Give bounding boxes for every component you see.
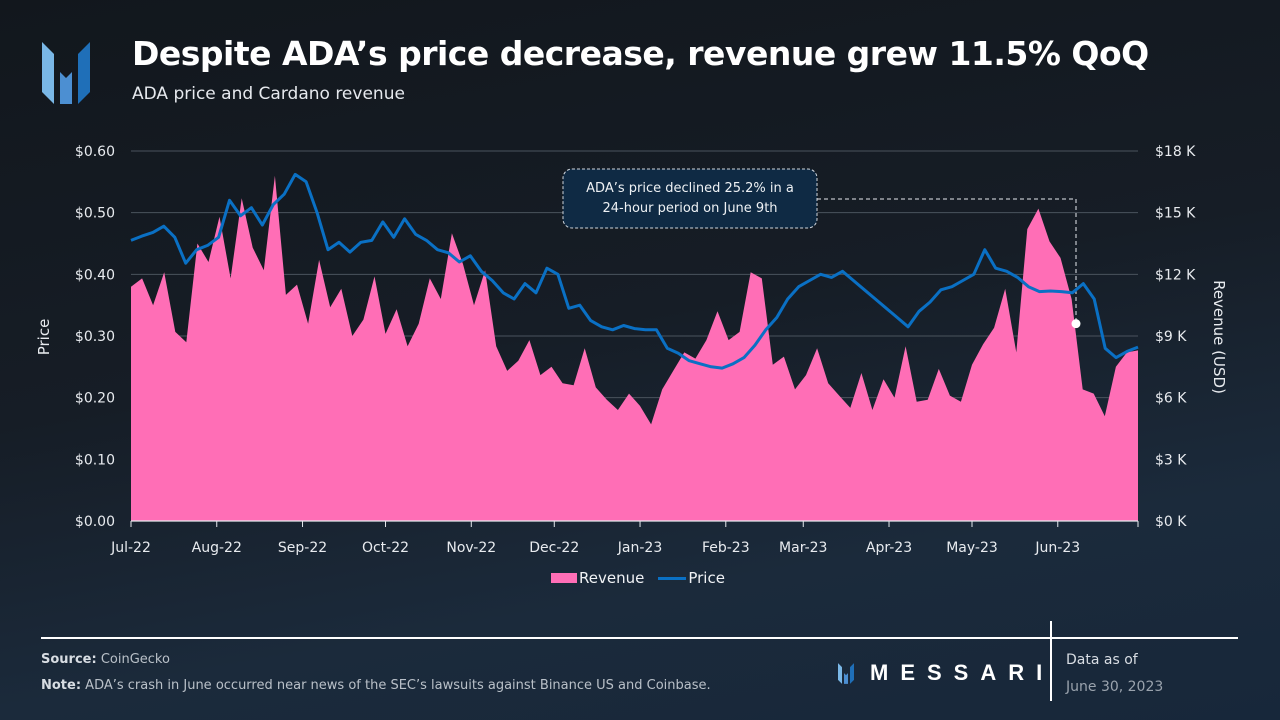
source-label: Source: — [41, 652, 97, 667]
page-title: Despite ADA’s price decrease, revenue gr… — [132, 34, 1149, 73]
x-tick-label: Jun-23 — [1034, 540, 1080, 556]
x-tick-label: Feb-23 — [702, 540, 750, 556]
x-tick-label: Jul-22 — [110, 540, 151, 556]
legend-revenue-swatch — [551, 573, 577, 583]
data-as-of-label: Data as of — [1066, 652, 1138, 668]
source-note: Source: CoinGecko — [41, 652, 170, 667]
y-tick-label-right: $15 K — [1155, 206, 1196, 222]
page-subtitle: ADA price and Cardano revenue — [132, 84, 405, 104]
y-tick-label-left: $0.50 — [75, 206, 115, 222]
x-tick-label: Sep-22 — [278, 540, 327, 556]
y-tick-label-left: $0.40 — [75, 267, 115, 283]
footer-vertical-divider — [1050, 621, 1052, 701]
y-tick-label-left: $0.00 — [75, 514, 115, 530]
y-tick-label-right: $9 K — [1155, 329, 1187, 345]
messari-wordmark: MESSARI — [870, 660, 1055, 685]
y-axis-right-label: Revenue (USD) — [1210, 280, 1228, 394]
source-value: CoinGecko — [96, 652, 170, 667]
annotation-line-2: 24-hour period on June 9th — [602, 201, 777, 216]
annotation-box — [562, 168, 818, 229]
annotation-line-1: ADA’s price declined 25.2% in a — [586, 181, 794, 196]
legend: Revenue Price — [551, 569, 725, 587]
messari-logo-icon — [42, 42, 90, 104]
y-axis-left-ticks: $0.00 $0.10 $0.20 $0.30 $0.40 $0.50 $0.60 — [75, 144, 115, 530]
messari-small-logo-icon — [838, 662, 854, 684]
data-as-of-date: June 30, 2023 — [1066, 679, 1164, 695]
note-label: Note: — [41, 678, 82, 693]
x-tick-label: Oct-22 — [362, 540, 409, 556]
legend-revenue-label: Revenue — [579, 569, 645, 587]
annotation: ADA’s price declined 25.2% in a 24-hour … — [562, 168, 1077, 320]
note-value: ADA’s crash in June occurred near news o… — [81, 678, 711, 693]
x-tick-label: Dec-22 — [529, 540, 579, 556]
footer-divider — [41, 637, 1238, 639]
annotation-leader-line — [817, 198, 1077, 320]
annotation-marker — [1071, 319, 1081, 329]
x-tick-label: May-23 — [946, 540, 998, 556]
x-tick-label: Apr-23 — [866, 540, 912, 556]
y-tick-label-right: $3 K — [1155, 452, 1187, 468]
legend-price-label: Price — [688, 569, 725, 587]
x-tick-label: Jan-23 — [617, 540, 662, 556]
y-tick-label-left: $0.20 — [75, 391, 115, 407]
y-axis-right-ticks: $0 K $3 K $6 K $9 K $12 K $15 K $18 K — [1155, 144, 1196, 530]
x-tick-label: Nov-22 — [446, 540, 496, 556]
y-tick-label-right: $6 K — [1155, 391, 1187, 407]
y-axis-left-label: Price — [35, 319, 53, 356]
messari-brand: MESSARI — [838, 660, 1054, 686]
revenue-area — [131, 175, 1138, 521]
y-tick-label-right: $12 K — [1155, 267, 1196, 283]
footnote: Note: ADA’s crash in June occurred near … — [41, 678, 711, 693]
y-tick-label-left: $0.60 — [75, 144, 115, 160]
price-line — [130, 172, 1139, 370]
y-tick-label-left: $0.10 — [75, 452, 115, 468]
y-tick-label-right: $18 K — [1155, 144, 1196, 160]
x-tick-label: Mar-23 — [779, 540, 827, 556]
y-tick-label-right: $0 K — [1155, 514, 1187, 530]
y-tick-label-left: $0.30 — [75, 329, 115, 345]
x-axis-ticks: Jul-22 Aug-22 Sep-22 Oct-22 Nov-22 Dec-22 Jan-… — [110, 521, 1139, 556]
x-tick-label: Aug-22 — [192, 540, 242, 556]
legend-price-swatch — [658, 576, 687, 580]
